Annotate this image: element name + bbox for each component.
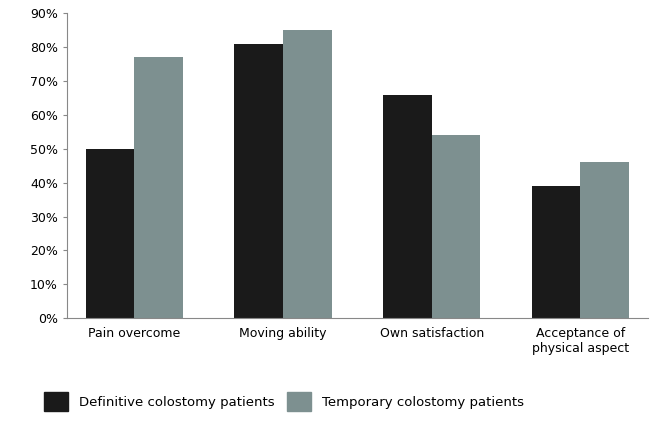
- Bar: [234, 44, 283, 318]
- Bar: [86, 149, 134, 318]
- Bar: [580, 162, 629, 318]
- Bar: [432, 135, 480, 318]
- Legend: Definitive colostomy patients, Temporary colostomy patients: Definitive colostomy patients, Temporary…: [44, 392, 524, 411]
- Bar: [134, 57, 183, 318]
- Bar: [283, 30, 332, 318]
- Bar: [383, 95, 432, 318]
- Bar: [532, 186, 580, 318]
